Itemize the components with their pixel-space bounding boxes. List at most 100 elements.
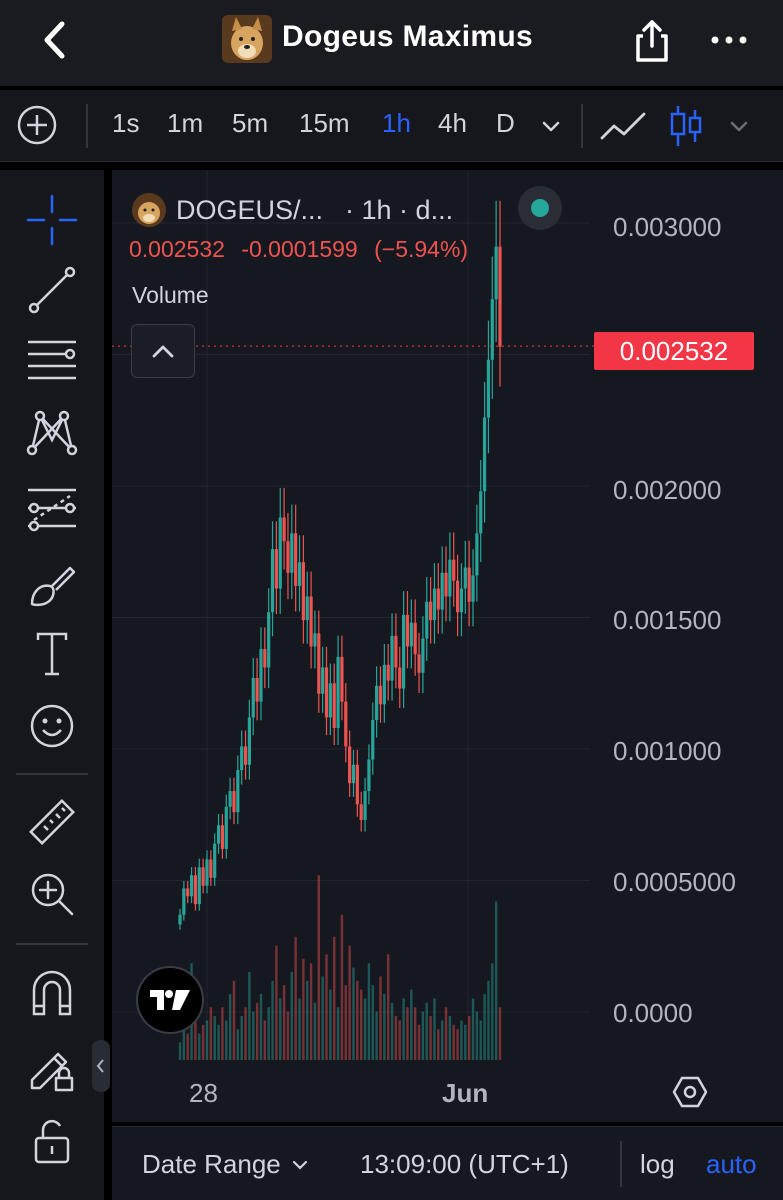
- chevron-down-icon: [292, 1160, 307, 1170]
- candle-body: [321, 667, 325, 694]
- tool-emoji[interactable]: [22, 696, 82, 756]
- candle-body: [274, 549, 278, 589]
- candle-body: [297, 562, 302, 586]
- share-button[interactable]: [628, 16, 676, 66]
- candle-body: [490, 299, 494, 360]
- volume-bar: [240, 1016, 243, 1060]
- volume-bar: [259, 994, 263, 1060]
- tool-zoom-in[interactable]: [22, 864, 82, 924]
- market-status-indicator[interactable]: [518, 186, 562, 230]
- price-chart[interactable]: [112, 170, 783, 1122]
- candle-body: [398, 667, 402, 689]
- volume-bar: [336, 1007, 340, 1060]
- candle-body: [317, 633, 321, 694]
- interval-d[interactable]: D: [496, 108, 515, 138]
- candle-body: [332, 683, 336, 728]
- volume-bar: [483, 994, 486, 1060]
- toolbar-divider: [86, 104, 88, 148]
- line-chart-button[interactable]: [598, 104, 650, 148]
- chart-settings-button[interactable]: [670, 1072, 710, 1112]
- volume-bar: [317, 875, 320, 1060]
- settings-hexagon-icon: [672, 1076, 708, 1108]
- log-scale-toggle[interactable]: log: [640, 1149, 675, 1179]
- chart-pane[interactable]: DOGEUS/... · 1h · d... 0.002532 -0.00015…: [112, 170, 783, 1122]
- tool-magnet[interactable]: [22, 964, 82, 1024]
- tool-trend-line[interactable]: [22, 260, 82, 320]
- candle-body: [186, 888, 190, 897]
- add-indicator-button[interactable]: [16, 104, 58, 146]
- candle-body: [220, 825, 225, 849]
- candle-body: [189, 875, 194, 897]
- volume-bar: [379, 976, 382, 1060]
- timezone-clock[interactable]: 13:09:00 (UTC+1): [360, 1149, 569, 1179]
- volume-bar: [236, 1029, 240, 1060]
- line-chart-icon: [600, 112, 646, 140]
- more-button[interactable]: [706, 22, 752, 58]
- candlestick-chart-button[interactable]: [666, 102, 706, 150]
- auto-scale-toggle[interactable]: auto: [706, 1149, 757, 1179]
- candle-body: [270, 549, 275, 613]
- candle-body: [247, 717, 251, 765]
- tool-unlock[interactable]: [22, 1110, 82, 1170]
- candle-body: [197, 867, 201, 905]
- legend-collapse-button[interactable]: [131, 324, 195, 378]
- candle-body: [409, 622, 413, 647]
- tradingview-logo[interactable]: [136, 966, 204, 1034]
- interval-1m[interactable]: 1m: [167, 108, 204, 138]
- chart-type-dropdown[interactable]: [726, 114, 752, 140]
- tool-text[interactable]: [22, 624, 82, 684]
- volume-bar: [333, 936, 336, 1060]
- candle-body: [209, 859, 213, 878]
- volume-bar: [429, 1016, 432, 1060]
- symbol-legend[interactable]: DOGEUS/... · 1h · d...: [132, 190, 453, 230]
- interval-1s[interactable]: 1s: [112, 108, 140, 138]
- volume-bar: [406, 1007, 409, 1060]
- volume-bar: [491, 963, 494, 1060]
- volume-bar: [178, 1042, 182, 1060]
- tool-pattern[interactable]: [22, 402, 82, 462]
- candle-body: [348, 746, 352, 784]
- tool-fib-retracement[interactable]: [22, 478, 82, 538]
- volume-bar: [352, 967, 355, 1060]
- volume-bar: [232, 980, 236, 1060]
- candle-body: [232, 791, 236, 813]
- interval-15m[interactable]: 15m: [299, 108, 350, 138]
- interval-dropdown[interactable]: [538, 114, 564, 140]
- legend-interval: · 1h · d...: [345, 194, 454, 225]
- chevron-left-icon: [44, 21, 65, 59]
- drawing-tools-sidebar: [0, 170, 110, 1200]
- volume-bar: [271, 980, 274, 1060]
- ohlc-values: 0.002532 -0.0001599 (−5.94%): [129, 236, 478, 263]
- volume-bar: [398, 1020, 401, 1060]
- tool-horizontal-lines[interactable]: [22, 330, 82, 390]
- tool-lock-drawings[interactable]: [22, 1036, 82, 1096]
- chevron-down-icon: [730, 121, 748, 132]
- candle-body: [471, 575, 475, 602]
- chart-toolbar: 1s 1m 5m 15m 1h 4h D: [0, 90, 783, 162]
- volume-indicator-label[interactable]: Volume: [132, 282, 209, 308]
- volume-bar: [456, 1029, 459, 1060]
- volume-bar: [375, 1011, 378, 1060]
- back-button[interactable]: [34, 18, 78, 62]
- unlock-icon: [34, 1119, 70, 1164]
- candle-body: [267, 612, 271, 668]
- page-title: Dogeus Maximus: [282, 20, 533, 53]
- time-axis-label: Jun: [442, 1078, 489, 1108]
- volume-bar: [255, 1002, 259, 1060]
- tool-crosshair[interactable]: [22, 190, 82, 250]
- interval-5m[interactable]: 5m: [232, 108, 269, 138]
- volume-bar: [394, 1016, 398, 1060]
- candle-body: [479, 491, 483, 534]
- trend-line-icon: [28, 266, 76, 314]
- volume-bar: [329, 989, 332, 1060]
- interval-4h[interactable]: 4h: [438, 108, 467, 138]
- date-range-button[interactable]: Date Range: [142, 1149, 311, 1180]
- volume-bar: [371, 985, 374, 1060]
- candle-body: [201, 867, 205, 886]
- volume-bar: [325, 954, 328, 1060]
- tool-ruler[interactable]: [22, 792, 82, 852]
- tool-brush[interactable]: [22, 554, 82, 614]
- ruler-icon: [29, 799, 75, 845]
- collapse-toolbar-button[interactable]: [92, 1040, 110, 1092]
- interval-1h[interactable]: 1h: [382, 108, 411, 138]
